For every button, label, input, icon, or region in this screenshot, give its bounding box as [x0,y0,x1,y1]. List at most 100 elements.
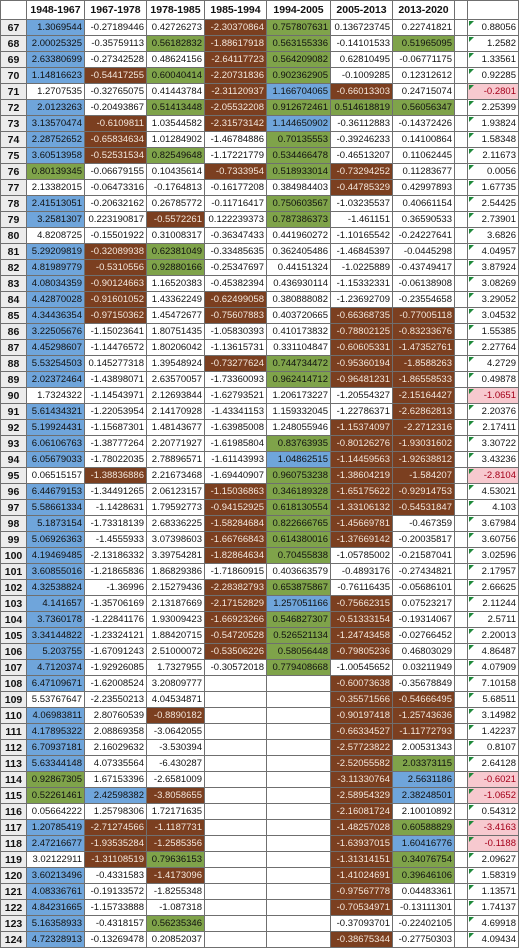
data-cell[interactable]: 1.67153396 [84,771,147,788]
data-cell[interactable]: 3.7360178 [26,611,85,628]
data-cell[interactable] [204,915,267,932]
row-label[interactable]: 81 [0,243,27,260]
data-cell[interactable]: -0.1009285 [330,67,393,84]
data-cell[interactable]: -0.30572018 [204,659,267,676]
data-cell[interactable]: -0.7333954 [204,163,267,180]
data-cell[interactable]: 1.80751435 [146,323,205,340]
data-cell[interactable]: 0.04483361 [392,883,455,900]
data-cell[interactable]: -0.90197418 [330,707,393,724]
data-cell[interactable]: -1.4173096 [146,867,205,884]
data-cell[interactable]: -0.52531534 [84,147,147,164]
data-cell[interactable]: 0.514618819 [330,99,393,116]
data-cell[interactable] [204,691,267,708]
data-cell[interactable]: -1.15332331 [330,275,393,292]
data-cell[interactable]: -1.2585356 [146,835,205,852]
data-cell[interactable]: 1.248055946 [266,419,331,436]
result-cell[interactable]: -3.4163 [467,819,519,836]
data-cell[interactable]: 0.546827307 [266,611,331,628]
data-cell[interactable]: -0.4893176 [330,563,393,580]
data-cell[interactable]: -0.76116435 [330,579,393,596]
data-cell[interactable]: -1.4555933 [84,531,147,548]
data-cell[interactable]: 0.564209082 [266,51,331,68]
data-cell[interactable]: -0.06771175 [392,51,455,68]
data-cell[interactable]: 0.56056347 [392,99,455,116]
data-cell[interactable]: -0.0445298 [392,243,455,260]
row-label[interactable]: 76 [0,163,27,180]
result-cell[interactable]: 3.43236 [467,451,519,468]
data-cell[interactable]: 6.05679033 [26,451,85,468]
data-cell[interactable]: 1.88420715 [146,627,205,644]
data-cell[interactable]: 3.34144822 [26,627,85,644]
data-cell[interactable]: -0.4331583 [84,867,147,884]
data-cell[interactable]: -1.20554327 [330,387,393,404]
data-cell[interactable]: 4.8208725 [26,227,85,244]
data-cell[interactable]: -0.06473316 [84,179,147,196]
data-cell[interactable]: 0.24715074 [392,83,455,100]
data-cell[interactable]: 0.14100864 [392,131,455,148]
data-cell[interactable]: -0.22402105 [392,915,455,932]
data-cell[interactable]: -1.38836886 [84,467,147,484]
data-cell[interactable]: -0.75607883 [204,307,267,324]
data-cell[interactable]: -1.15036863 [204,483,267,500]
result-cell[interactable]: -0.2801 [467,83,519,100]
data-cell[interactable]: -1.15733888 [84,899,147,916]
data-cell[interactable]: -0.15501922 [84,227,147,244]
result-cell[interactable]: 1.58348 [467,131,519,148]
data-cell[interactable]: 5.16358933 [26,915,85,932]
data-cell[interactable]: -1.35706169 [84,595,147,612]
data-cell[interactable]: 0.410173832 [266,323,331,340]
data-cell[interactable]: 0.06515157 [26,467,85,484]
data-cell[interactable]: 3.13570474 [26,115,85,132]
data-cell[interactable]: -0.21587041 [392,547,455,564]
data-cell[interactable] [266,739,331,756]
result-cell[interactable]: 1.74137 [467,899,519,916]
data-cell[interactable]: -0.39246233 [330,131,393,148]
data-cell[interactable] [204,803,267,820]
data-cell[interactable] [204,675,267,692]
data-cell[interactable]: 0.41443784 [146,83,205,100]
data-cell[interactable]: -0.14101533 [330,35,393,52]
data-cell[interactable]: -1.46784886 [204,131,267,148]
data-cell[interactable]: 0.83763935 [266,435,331,452]
data-cell[interactable]: 0.403720665 [266,307,331,324]
data-cell[interactable]: 4.04534871 [146,691,205,708]
data-cell[interactable]: -2.62862813 [392,403,455,420]
row-label[interactable]: 105 [0,627,27,644]
row-label[interactable]: 83 [0,275,27,292]
row-label[interactable]: 92 [0,419,27,436]
data-cell[interactable]: 1.01284902 [146,131,205,148]
data-cell[interactable]: 0.22741821 [392,19,455,36]
result-cell[interactable]: 3.6826 [467,227,519,244]
data-cell[interactable]: 0.346189328 [266,483,331,500]
data-cell[interactable]: -2.05532208 [204,99,267,116]
data-cell[interactable]: 3.60513958 [26,147,85,164]
data-cell[interactable]: -2.64117723 [204,51,267,68]
data-cell[interactable]: -0.97567778 [330,883,393,900]
data-cell[interactable]: -1.22786371 [330,403,393,420]
data-cell[interactable]: 1.39548924 [146,355,205,372]
result-cell[interactable]: 3.67984 [467,515,519,532]
data-cell[interactable]: 2.14170928 [146,403,205,420]
data-cell[interactable]: -2.28382793 [204,579,267,596]
data-cell[interactable]: 0.60040414 [146,67,205,84]
blank-header[interactable] [467,0,519,20]
data-cell[interactable]: 2.13382015 [26,179,85,196]
data-cell[interactable]: -2.17152829 [204,595,267,612]
result-cell[interactable]: 4.04957 [467,243,519,260]
data-cell[interactable]: 0.51965095 [392,35,455,52]
data-cell[interactable]: -0.11716417 [204,195,267,212]
result-cell[interactable]: 2.17957 [467,563,519,580]
data-cell[interactable]: -0.54417255 [84,67,147,84]
data-cell[interactable]: 1.03544582 [146,115,205,132]
row-label[interactable]: 101 [0,563,27,580]
data-cell[interactable]: -1.8588263 [392,355,455,372]
data-cell[interactable]: 1.7324322 [26,387,85,404]
data-cell[interactable]: -0.38675344 [330,931,393,948]
data-cell[interactable]: 4.19469485 [26,547,85,564]
data-cell[interactable] [266,691,331,708]
data-cell[interactable]: -0.97150362 [84,307,147,324]
data-cell[interactable]: -1.61985804 [204,435,267,452]
data-cell[interactable]: 0.11062445 [392,147,455,164]
data-cell[interactable]: -1.65175622 [330,483,393,500]
data-cell[interactable]: 0.145277318 [84,355,147,372]
